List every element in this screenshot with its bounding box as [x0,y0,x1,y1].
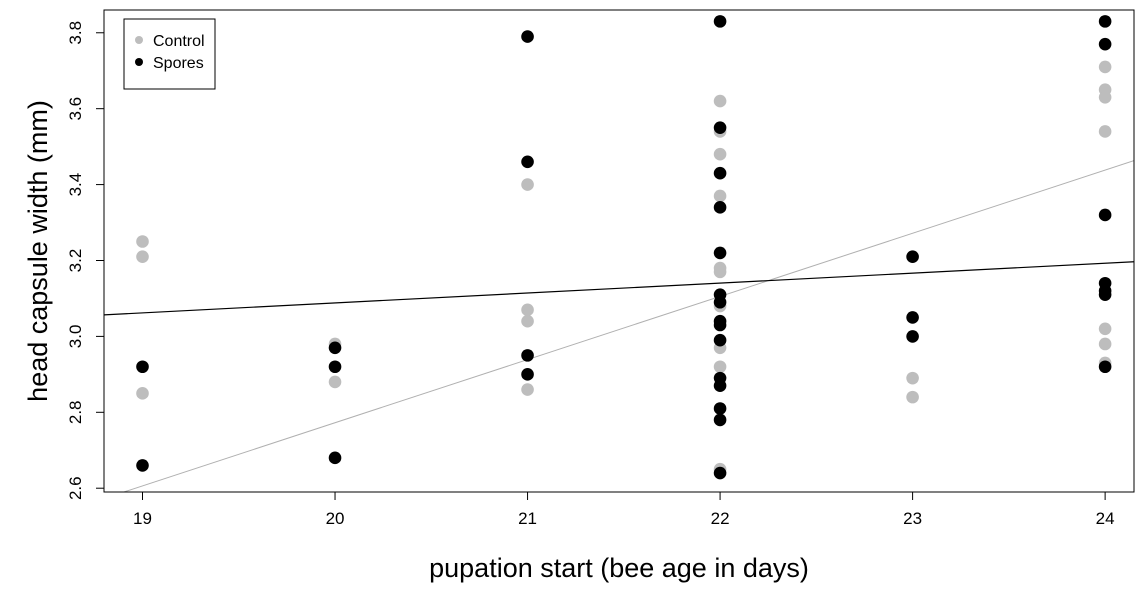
point-spores [1098,288,1112,301]
point-spores [136,459,149,472]
point-control [521,178,534,191]
point-spores [713,121,727,134]
point-control [328,375,342,389]
point-spores [713,295,727,309]
point-control [521,314,534,328]
point-control [713,147,727,161]
x-axis-label: pupation start (bee age in days) [429,553,809,583]
point-spores [1098,37,1112,51]
point-control [521,303,534,317]
data-points [136,15,1112,480]
point-spores [1098,15,1112,28]
x-tick-label: 19 [133,509,152,528]
point-control [906,390,919,404]
point-control [713,360,727,374]
point-spores [328,360,342,374]
point-spores [521,30,534,43]
point-spores [1098,208,1112,222]
point-control [1098,125,1112,138]
point-spores [1098,360,1112,374]
point-spores [713,166,727,180]
x-tick-label: 21 [518,509,537,528]
point-control [1098,60,1112,74]
y-tick-label: 3.8 [66,21,85,45]
legend-box [123,18,216,90]
point-spores [713,466,727,480]
point-spores [328,341,342,355]
point-control [136,235,149,248]
y-tick-label: 3.6 [66,97,85,121]
y-tick-label: 3.2 [66,249,85,273]
x-tick-label: 24 [1096,509,1115,528]
point-spores [521,155,534,169]
point-control [713,265,727,279]
point-spores [521,349,534,362]
point-control [136,250,149,263]
point-spores [713,318,727,332]
x-tick-label: 20 [326,509,345,528]
point-control [906,371,919,385]
point-spores [906,330,919,343]
point-spores [713,246,727,260]
legend-marker-spores [135,58,143,66]
point-spores [136,360,149,374]
point-spores [328,451,342,465]
x-tick-label: 23 [903,509,922,528]
y-axis-label: head capsule width (mm) [23,100,53,402]
point-spores [713,402,727,415]
point-spores [713,15,727,28]
point-spores [713,379,727,393]
point-control [713,94,727,108]
point-control [521,383,534,396]
point-spores [906,311,919,324]
point-control [1098,337,1112,351]
point-spores [713,201,727,214]
trend-line-control [122,160,1134,492]
trend-lines [104,160,1134,492]
y-tick-label: 2.6 [66,476,85,500]
y-axis: 2.6 2.8 3.0 3.2 3.4 3.6 3.8 [66,21,105,500]
point-spores [713,333,727,347]
point-spores [713,413,727,427]
point-control [713,189,727,203]
point-control [1098,322,1112,336]
legend-label-control: Control [153,33,205,50]
legend: Control Spores [123,18,216,90]
x-tick-label: 22 [711,509,730,528]
y-tick-label: 2.8 [66,400,85,424]
trend-line-spores [104,261,1134,316]
x-axis: 19 20 21 22 23 24 [133,491,1115,528]
legend-label-spores: Spores [153,55,204,72]
y-tick-label: 3.4 [66,173,85,197]
point-control [136,387,149,400]
point-spores [906,250,919,263]
y-tick-label: 3.0 [66,325,85,349]
legend-marker-control [135,36,143,44]
point-spores [521,368,534,381]
point-control [1098,90,1112,104]
plot-frame [103,9,1135,493]
